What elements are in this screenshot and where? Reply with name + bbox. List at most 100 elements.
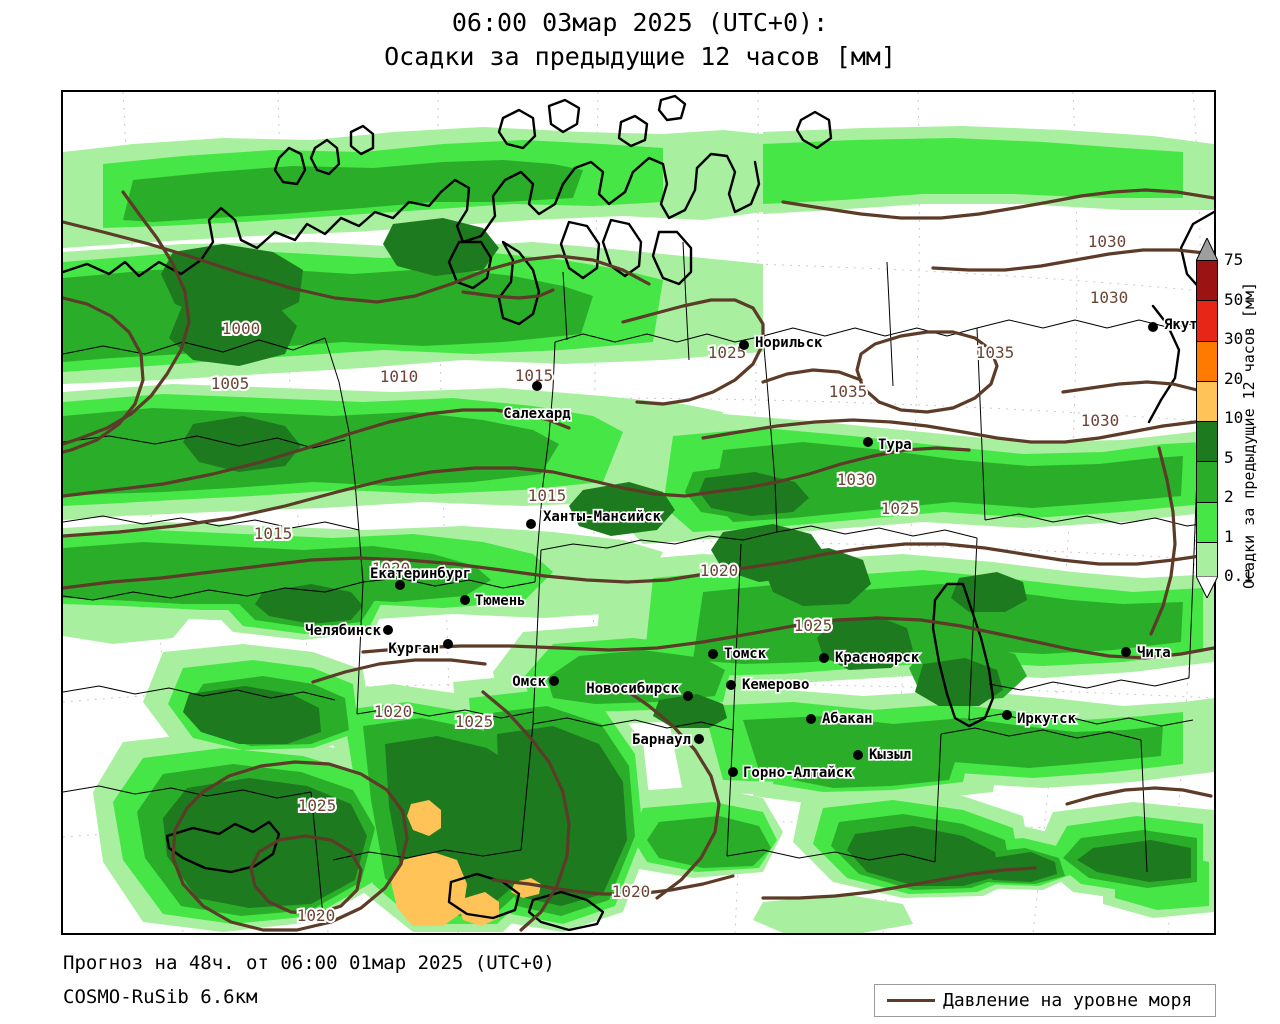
colorbar-seg-50-75 — [1197, 261, 1217, 302]
city-label-Салехард: Салехард — [503, 406, 571, 422]
isobar-label-halo: 1035 — [976, 343, 1015, 362]
city-marker-Горно-Алтайск[interactable] — [728, 767, 738, 777]
pressure-legend: Давление на уровне моря — [874, 984, 1216, 1017]
city-label-Кемерово: Кемерово — [742, 677, 809, 693]
precip-band-5-10 — [161, 218, 1191, 908]
colorbar-tick-1: 1 — [1224, 526, 1234, 546]
city-label-Курган: Курган — [388, 641, 439, 657]
city-marker-Кызыл[interactable] — [853, 750, 863, 760]
isobar-label-halo: 1010 — [380, 367, 419, 386]
city-label-halo: Курган — [388, 641, 439, 657]
city-marker-Салехард[interactable] — [532, 381, 542, 391]
city-marker-Барнаул[interactable] — [694, 734, 704, 744]
city-marker-Курган[interactable] — [443, 639, 453, 649]
city-marker-Тура[interactable] — [863, 437, 873, 447]
isobar-label-halo: 1020 — [374, 702, 413, 721]
isobar-label-1025: 1025 — [881, 499, 920, 518]
city-marker-Омск[interactable] — [549, 676, 559, 686]
isobar-label-1010: 1010 — [380, 367, 419, 386]
colorbar-tick-50: 50 — [1224, 289, 1244, 309]
colorbar-tick-75: 75 — [1224, 250, 1244, 269]
city-marker-Норильск[interactable] — [739, 340, 749, 350]
city-label-halo: Омск — [512, 674, 546, 690]
isobar-label-1035: 1035 — [829, 382, 868, 401]
colorbar-tick-30: 30 — [1224, 329, 1244, 348]
city-label-Барнаул: Барнаул — [632, 732, 691, 748]
city-marker-Чита[interactable] — [1121, 647, 1131, 657]
colorbar-seg-20-30 — [1197, 341, 1217, 382]
colorbar-over-arrow — [1196, 238, 1218, 261]
city-marker-Томск[interactable] — [708, 649, 718, 659]
city-label-Екатеринбург: Екатеринбург — [370, 566, 471, 582]
city-label-halo: Кемерово — [742, 677, 809, 693]
city-label-Омск: Омск — [512, 674, 546, 690]
city-marker-Красноярск[interactable] — [819, 653, 829, 663]
city-marker-Иркутск[interactable] — [1002, 710, 1012, 720]
isobar-label-halo: 1035 — [829, 382, 868, 401]
isobar-label-1025: 1025 — [708, 343, 747, 362]
isobar-label-1020: 1020 — [612, 882, 651, 901]
map-frame[interactable]: 1000 1000 1005 1005 1010 1010 1015 1015 1015 1015… — [61, 90, 1216, 935]
city-label-halo: Тура — [878, 437, 912, 453]
city-marker-Новосибирск[interactable] — [683, 691, 693, 701]
model-info: COSMO-RuSib 6.6км — [63, 986, 258, 1008]
isobar-label-1015: 1015 — [515, 366, 554, 385]
colorbar-tick-labels: 75 50 30 20 10 5 2 1 0.1 — [1224, 238, 1280, 598]
city-marker-Екатеринбург[interactable] — [395, 580, 405, 590]
forecast-info: Прогноз на 48ч. от 06:00 01мар 2025 (UTC… — [63, 952, 555, 974]
city-marker-Тюмень[interactable] — [460, 595, 470, 605]
city-label-halo: Норильск — [755, 335, 823, 351]
city-label-halo: Барнаул — [632, 732, 691, 748]
isobar-label-halo: 1030 — [1081, 411, 1120, 430]
pressure-isobars — [63, 188, 1214, 932]
colorbar-seg-1-2 — [1197, 502, 1217, 543]
isobar-label-1015: 1015 — [254, 524, 293, 543]
city-label-halo: Ханты-Мансийск — [543, 509, 662, 525]
isobar-label-halo: 1015 — [254, 524, 293, 543]
city-label-halo: Чита — [1137, 645, 1171, 661]
city-marker-Абакан[interactable] — [806, 714, 816, 724]
pressure-line-swatch — [887, 999, 935, 1002]
isobar-label-halo: 1030 — [1088, 232, 1127, 251]
isobar-label-1030: 1030 — [837, 470, 876, 489]
precipitation-colorbar[interactable]: 75 50 30 20 10 5 2 1 0.1 — [1192, 238, 1253, 598]
isobar-label-1020: 1020 — [372, 559, 411, 578]
city-label-Челябинск: Челябинск — [305, 623, 381, 639]
isobar-label-1000: 1000 — [222, 319, 261, 338]
city-marker-Якутск[interactable] — [1148, 322, 1158, 332]
city-marker-Кемерово[interactable] — [726, 680, 736, 690]
colorbar-seg-30-50 — [1197, 301, 1217, 342]
isobar-label-halo: 1025 — [455, 712, 494, 731]
isobar-label-halo: 1015 — [515, 366, 554, 385]
isobar-label-halo: 1005 — [211, 374, 250, 393]
city-label-Ханты-Мансийск: Ханты-Мансийск — [543, 509, 662, 525]
city-label-halo: Салехард — [503, 406, 571, 422]
isobar-label-1035: 1035 — [976, 343, 1015, 362]
city-marker-Ханты-Мансийск[interactable] — [526, 519, 536, 529]
isobar-label-1030: 1030 — [1081, 411, 1120, 430]
city-marker-Челябинск[interactable] — [383, 625, 393, 635]
city-label-Новосибирск: Новосибирск — [586, 681, 679, 697]
colorbar-tick-20: 20 — [1224, 368, 1244, 388]
city-label-Норильск: Норильск — [755, 335, 823, 351]
city-label-halo: Кызыл — [869, 747, 911, 763]
colorbar-tick-10: 10 — [1224, 408, 1244, 427]
isobar-label-halo: 1020 — [612, 882, 651, 901]
city-label-Тюмень: Тюмень — [475, 593, 526, 609]
colorbar-seg-2-5 — [1197, 462, 1217, 503]
isobar-label-1020: 1020 — [374, 702, 413, 721]
city-label-halo: Томск — [724, 646, 767, 662]
isobar-label-1030: 1030 — [1088, 232, 1127, 251]
isobar-label-halo: 1025 — [828, 382, 867, 401]
isobar-label-halo: 1000 — [222, 319, 261, 338]
title-line-2: Осадки за предыдущие 12 часов [мм] — [384, 42, 896, 71]
isobar-label-1030: 1030 — [1090, 288, 1129, 307]
isobar-label-1025: 1025 — [794, 616, 833, 635]
colorbar-axis-label: Осадки за предыдущие 12 часов [мм] — [1240, 281, 1258, 589]
isobar-label-halo: 1025 — [708, 343, 747, 362]
isobar-label-halo: 1020 — [297, 906, 336, 925]
isobar-label-halo: 1030 — [837, 470, 876, 489]
city-label-halo: Новосибирск — [586, 681, 679, 697]
